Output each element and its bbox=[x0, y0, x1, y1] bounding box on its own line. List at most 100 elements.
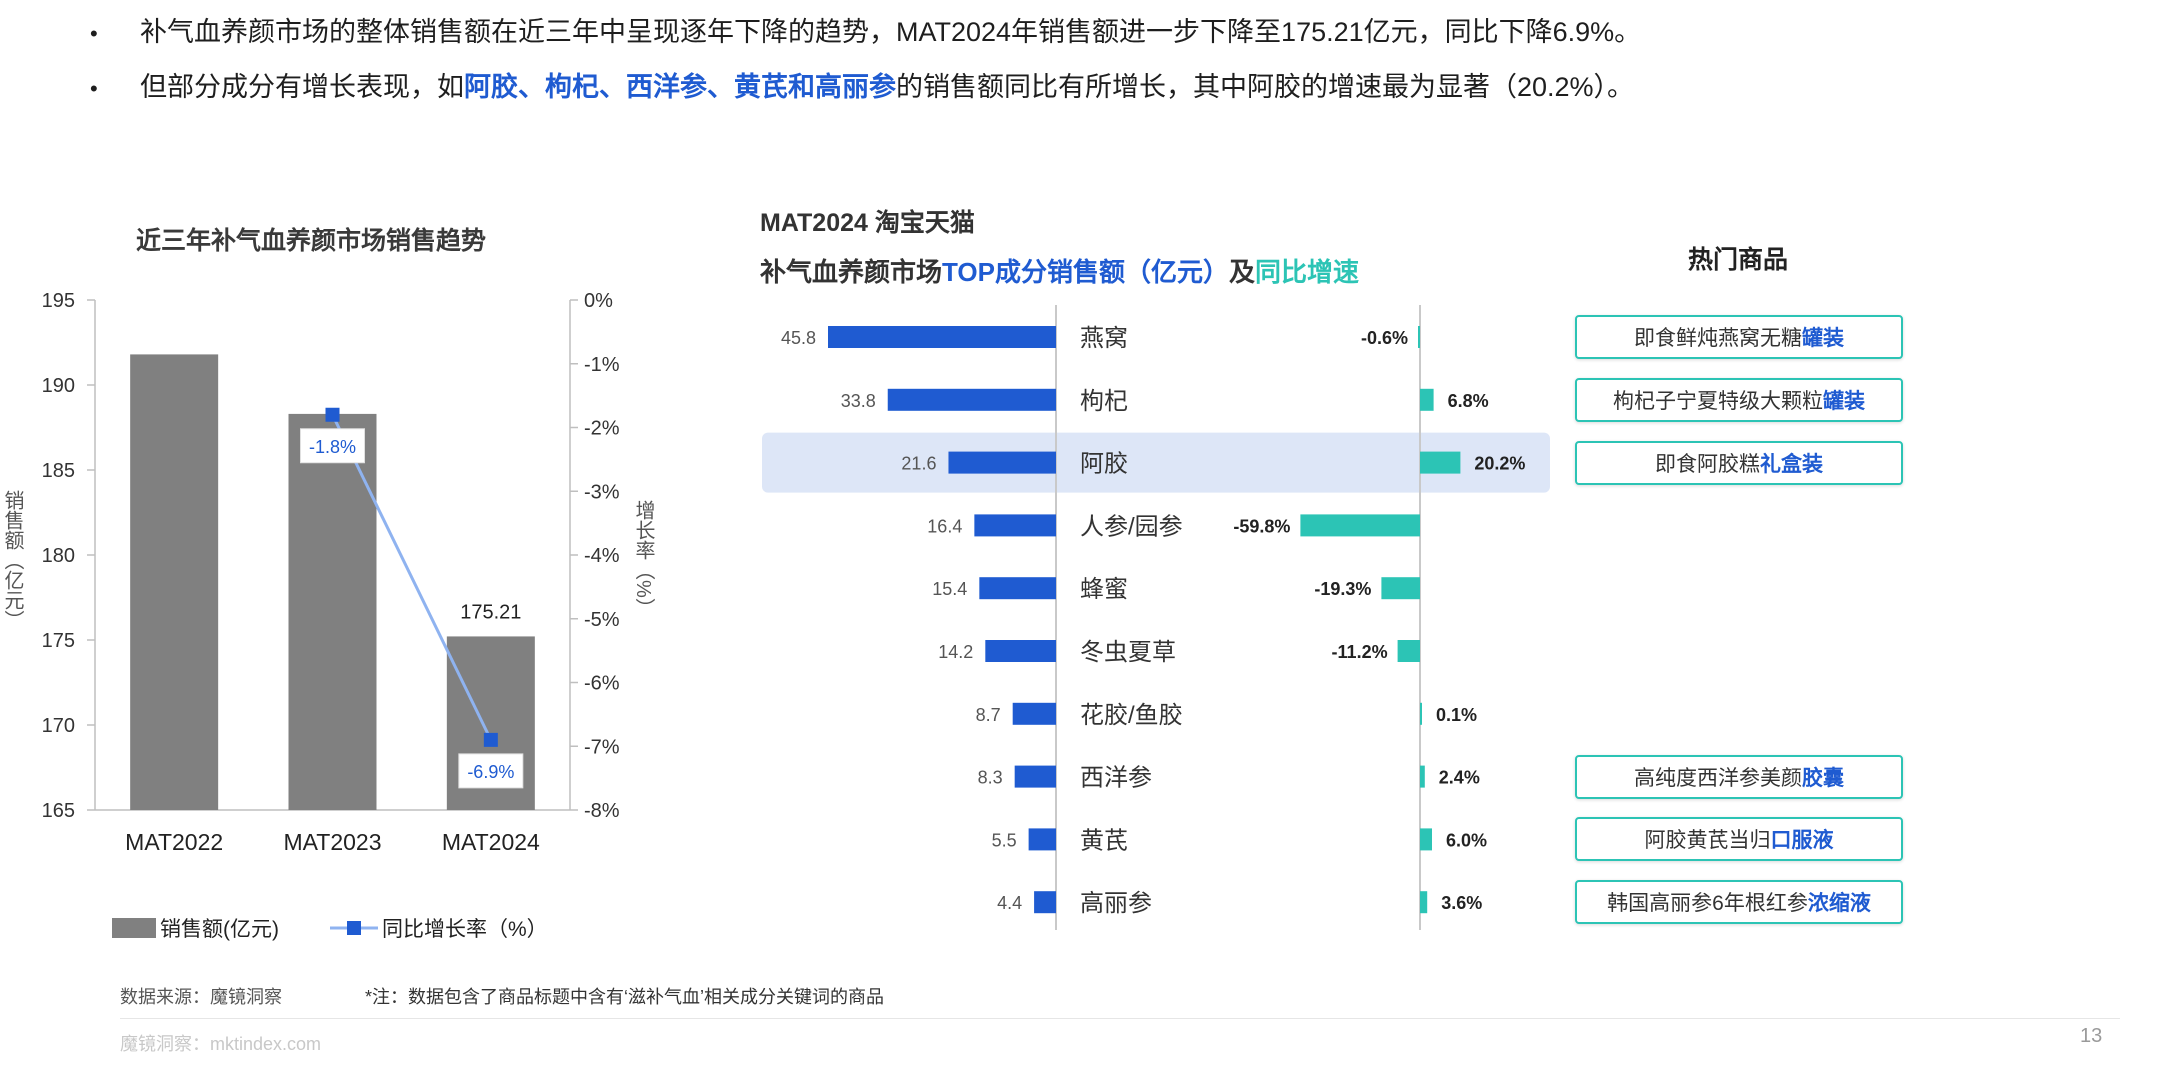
sales-data-label: 45.8 bbox=[781, 328, 816, 348]
growth-bar bbox=[1420, 765, 1425, 788]
category-label: 枸杞 bbox=[1080, 388, 1128, 415]
hot-products-title: 热门商品 bbox=[1688, 246, 1789, 274]
growth-data-label: 2.4% bbox=[1439, 768, 1480, 788]
category-label: 蜂蜜 bbox=[1080, 576, 1128, 603]
y2-tick-label: -8% bbox=[584, 800, 620, 822]
growth-data-label: -11.2% bbox=[1332, 642, 1388, 662]
title-part: 补气血养颜市场 bbox=[760, 257, 943, 287]
growth-data-label: -19.3% bbox=[1314, 579, 1371, 599]
title-part-teal: 同比增速 bbox=[1255, 257, 1360, 287]
sales-bar bbox=[828, 326, 1056, 348]
x-tick-label: MAT2023 bbox=[283, 829, 381, 855]
bullet-1-part: 补气血养颜市场的整体销售额在近三年中呈现逐年下降的趋势，MAT2024年销售额进… bbox=[140, 17, 1642, 47]
y-tick-label: 170 bbox=[42, 715, 75, 737]
growth-data-label: 6.8% bbox=[1448, 391, 1489, 411]
hot-product-emphasis: 礼盒装 bbox=[1760, 452, 1823, 476]
hot-product-box: 即食鲜炖燕窝无糖 罐装 bbox=[1575, 315, 1903, 359]
category-label: 花胶/鱼胶 bbox=[1080, 702, 1183, 729]
bullet-2-highlight: 阿胶、枸杞、西洋参、黄芪和高丽参 bbox=[464, 72, 896, 102]
hot-product-emphasis: 胶囊 bbox=[1802, 766, 1844, 790]
bullet-dot: • bbox=[90, 21, 98, 46]
right-chart: 45.8 燕窝 -0.6% 33.8 枸杞 6.8% 21.6 阿胶 20.2% 16.4 人参/园… bbox=[762, 305, 1550, 930]
category-label: 高丽参 bbox=[1080, 890, 1152, 917]
growth-label-box bbox=[458, 753, 524, 789]
growth-line bbox=[331, 414, 493, 741]
y2-tick-label: -7% bbox=[584, 736, 620, 758]
y-tick-label: 180 bbox=[42, 545, 75, 567]
highlight-band bbox=[762, 432, 1550, 493]
y2-tick-label: -1% bbox=[584, 354, 620, 376]
x-tick-label: MAT2024 bbox=[442, 829, 540, 855]
y2-tick-label: -2% bbox=[584, 418, 620, 440]
hot-product-emphasis: 罐装 bbox=[1823, 389, 1865, 413]
sales-data-label: 8.7 bbox=[976, 705, 1001, 725]
hot-product-emphasis: 浓缩液 bbox=[1807, 892, 1871, 916]
hot-product-text: 高纯度西洋参美颜 bbox=[1634, 766, 1802, 790]
growth-bar bbox=[1418, 326, 1420, 348]
growth-bar bbox=[1420, 451, 1461, 474]
sales-bar bbox=[1014, 765, 1056, 788]
sales-data-label: 21.6 bbox=[901, 454, 936, 474]
growth-data-label: 6.0% bbox=[1446, 830, 1487, 850]
category-label: 西洋参 bbox=[1080, 765, 1152, 792]
growth-data-label: 0.1% bbox=[1436, 705, 1477, 725]
growth-marker bbox=[483, 732, 498, 747]
sales-data-label: 33.8 bbox=[841, 391, 876, 411]
growth-data-label: -6.9% bbox=[467, 762, 514, 782]
growth-label-box bbox=[300, 428, 365, 464]
hot-product-emphasis: 罐装 bbox=[1802, 327, 1844, 350]
bullet-2-part: 但部分成分有增长表现，如 bbox=[140, 72, 464, 102]
bullet-2: • 但部分成分有增长表现，如阿胶、枸杞、西洋参、黄芪和高丽参的销售额同比有所增长… bbox=[90, 69, 2090, 107]
y-tick-label: 195 bbox=[42, 290, 75, 312]
title-part-blue: TOP成分销售额（亿元） bbox=[942, 257, 1229, 287]
sales-bar bbox=[979, 577, 1056, 600]
growth-data-label: -0.6% bbox=[1361, 328, 1408, 348]
right-chart-title-2: 补气血养颜市场TOP成分销售额（亿元）及同比增速 bbox=[760, 252, 1359, 289]
growth-bar bbox=[1420, 828, 1432, 851]
sales-bar bbox=[1028, 828, 1056, 851]
data-source: 数据来源：魔镜洞察 bbox=[120, 987, 282, 1007]
category-label: 冬虫夏草 bbox=[1080, 639, 1176, 666]
y2-axis-title: 增长率（%） bbox=[632, 500, 655, 618]
bullet-dot: • bbox=[90, 76, 98, 101]
legend-line-marker bbox=[347, 921, 361, 935]
sales-bar bbox=[1034, 891, 1056, 914]
y-tick-label: 175 bbox=[42, 630, 75, 652]
y2-tick-label: -6% bbox=[584, 673, 620, 695]
bullet-2-text: 但部分成分有增长表现，如阿胶、枸杞、西洋参、黄芪和高丽参的销售额同比有所增长，其… bbox=[140, 69, 1634, 105]
y2-tick-label: -3% bbox=[584, 481, 620, 503]
bullet-2-part: 的销售额同比有所增长，其中阿胶的增速最为显著（20.2%）。 bbox=[896, 72, 1635, 102]
growth-bar bbox=[1397, 640, 1420, 662]
left-chart: 195 190 185 180 175 170 165 0% -1% -2% -3% -4% -5% -6… bbox=[1, 290, 655, 941]
right-chart-title-1: MAT2024 淘宝天猫 bbox=[760, 209, 975, 237]
sales-bar bbox=[974, 514, 1056, 537]
y2-tick-label: -5% bbox=[584, 609, 620, 631]
sales-data-label: 4.4 bbox=[997, 893, 1022, 913]
hot-product-text: 即食鲜炖燕窝无糖 bbox=[1634, 327, 1802, 350]
data-note: *注：数据包含了商品标题中含有‘滋补气血’相关成分关键词的商品 bbox=[365, 987, 884, 1007]
y2-tick-label: 0% bbox=[584, 290, 613, 312]
bullet-1: • 补气血养颜市场的整体销售额在近三年中呈现逐年下降的趋势，MAT2024年销售… bbox=[90, 14, 2090, 52]
growth-bar bbox=[1420, 702, 1422, 725]
category-label: 阿胶 bbox=[1080, 451, 1128, 478]
hot-product-box: 阿胶黄芪当归 口服液 bbox=[1575, 817, 1903, 862]
sales-bar bbox=[130, 354, 219, 810]
sales-bar bbox=[887, 388, 1056, 411]
hot-product-text: 即食阿胶糕 bbox=[1655, 452, 1760, 476]
legend-bar-swatch bbox=[112, 918, 156, 938]
growth-marker bbox=[325, 407, 340, 422]
hot-product-text: 韩国高丽参6年根红参 bbox=[1607, 892, 1808, 916]
growth-data-label: -59.8% bbox=[1233, 516, 1290, 536]
sales-data-label: 8.3 bbox=[978, 768, 1003, 788]
growth-data-label: 3.6% bbox=[1441, 893, 1482, 913]
footer-divider bbox=[120, 1018, 2120, 1019]
hot-product-box: 韩国高丽参6年根红参 浓缩液 bbox=[1575, 880, 1903, 925]
bar-data-label: 175.21 bbox=[460, 601, 521, 623]
sales-data-label: 15.4 bbox=[932, 579, 967, 599]
left-chart-title: 近三年补气血养颜市场销售趋势 bbox=[136, 227, 487, 255]
y-axis-title: 销售额（亿元） bbox=[1, 490, 24, 630]
hot-product-box: 即食阿胶糕 礼盒装 bbox=[1575, 440, 1903, 485]
growth-bar bbox=[1420, 891, 1428, 914]
y-tick-label: 185 bbox=[42, 460, 75, 482]
legend-line-label: 同比增长率（%） bbox=[382, 918, 548, 941]
